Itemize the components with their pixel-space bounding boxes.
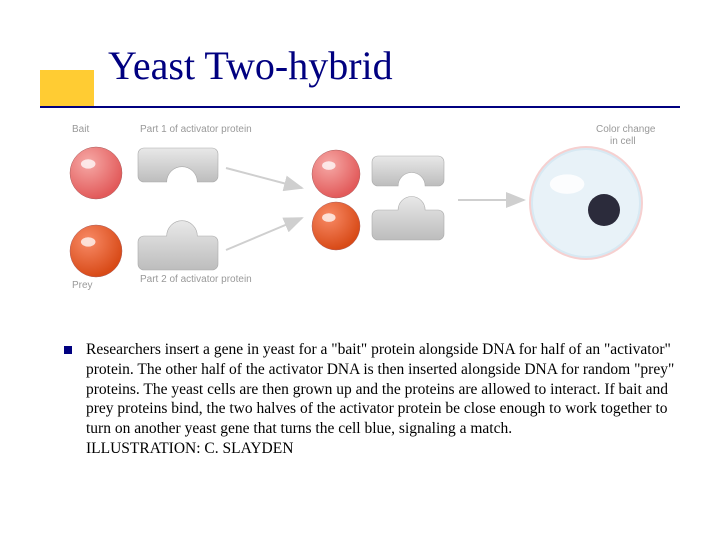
illustration-credit: ILLUSTRATION: C. SLAYDEN <box>86 440 293 457</box>
body-text-content: Researchers insert a gene in yeast for a… <box>86 341 674 437</box>
y2h-svg <box>66 128 666 308</box>
slide-title: Yeast Two-hybrid <box>108 42 393 89</box>
y2h-diagram: Bait Part 1 of activator protein Prey Pa… <box>66 128 666 308</box>
body-paragraph: Researchers insert a gene in yeast for a… <box>86 340 678 459</box>
bullet-icon <box>64 346 72 354</box>
title-underline <box>40 106 680 108</box>
accent-block <box>40 70 94 108</box>
